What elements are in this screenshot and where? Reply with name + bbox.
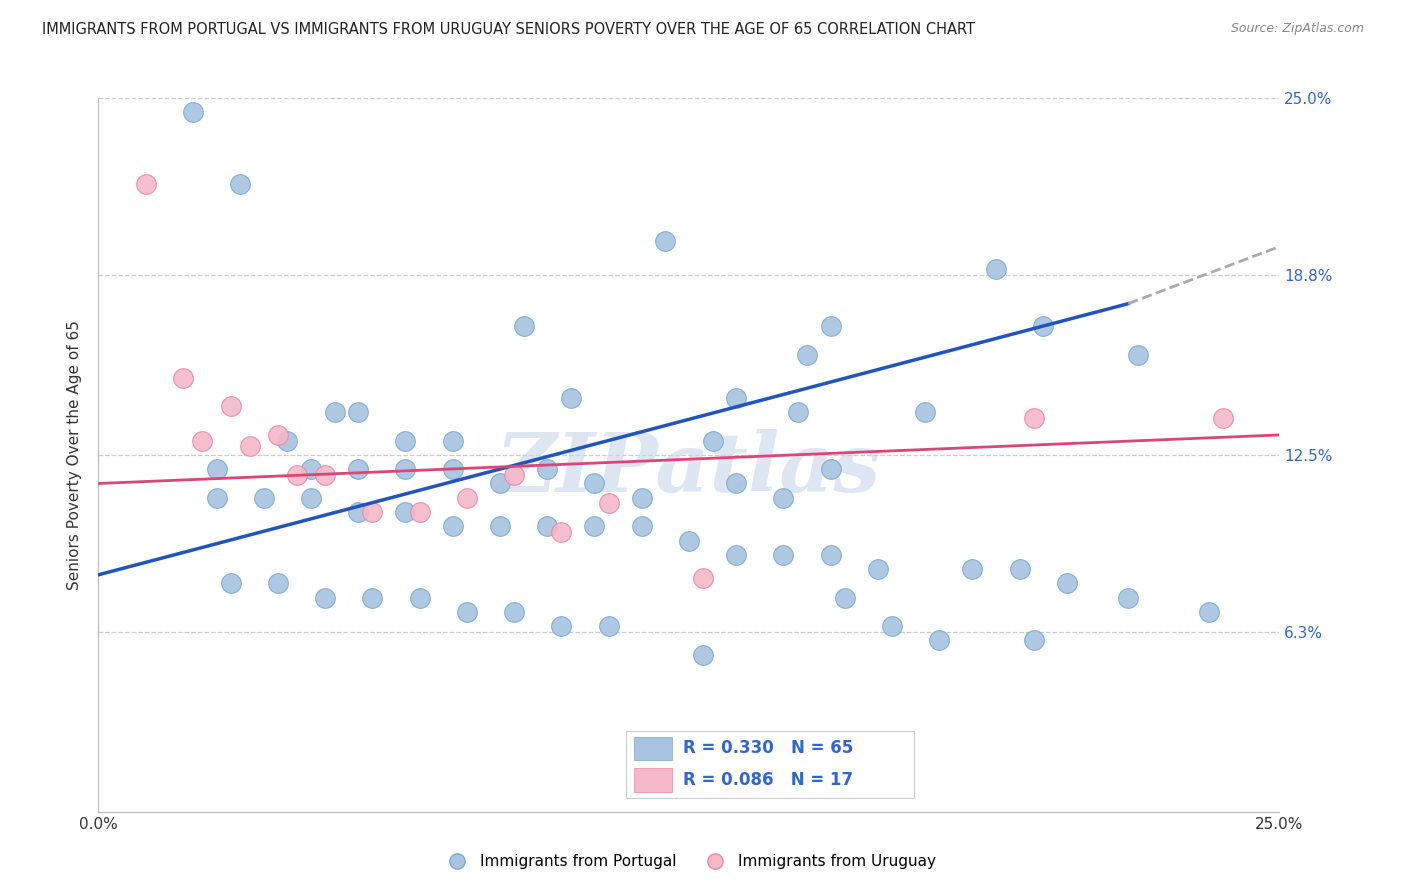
Point bbox=[181, 105, 204, 120]
Point bbox=[630, 519, 652, 533]
Point bbox=[678, 533, 700, 548]
Point bbox=[560, 391, 582, 405]
Point bbox=[820, 319, 842, 334]
Point bbox=[598, 496, 620, 510]
Point bbox=[347, 505, 370, 519]
Point bbox=[928, 633, 950, 648]
Legend: Immigrants from Portugal, Immigrants from Uruguay: Immigrants from Portugal, Immigrants fro… bbox=[436, 848, 942, 875]
Point bbox=[314, 467, 336, 482]
Point bbox=[796, 348, 818, 362]
Point bbox=[456, 605, 478, 619]
FancyBboxPatch shape bbox=[634, 768, 672, 792]
Point bbox=[834, 591, 856, 605]
Point bbox=[1008, 562, 1031, 576]
Point bbox=[1032, 319, 1054, 334]
Point bbox=[267, 428, 290, 442]
Point bbox=[1212, 410, 1234, 425]
Point bbox=[276, 434, 298, 448]
Point bbox=[1022, 633, 1045, 648]
Point bbox=[725, 476, 748, 491]
Point bbox=[692, 648, 714, 662]
Point bbox=[786, 405, 808, 419]
Point bbox=[1198, 605, 1220, 619]
Point bbox=[441, 434, 464, 448]
Point bbox=[408, 591, 430, 605]
Point bbox=[299, 462, 322, 476]
Point bbox=[489, 519, 512, 533]
Point bbox=[489, 476, 512, 491]
Point bbox=[347, 405, 370, 419]
Text: R = 0.086   N = 17: R = 0.086 N = 17 bbox=[683, 771, 853, 789]
Point bbox=[394, 505, 416, 519]
Point bbox=[512, 319, 534, 334]
Point bbox=[394, 434, 416, 448]
Point bbox=[1126, 348, 1149, 362]
Point bbox=[725, 391, 748, 405]
Text: ZIPatlas: ZIPatlas bbox=[496, 429, 882, 509]
Point bbox=[654, 234, 676, 248]
Point bbox=[772, 491, 794, 505]
Point bbox=[583, 519, 606, 533]
Point bbox=[984, 262, 1007, 277]
Point bbox=[267, 576, 290, 591]
Point bbox=[441, 462, 464, 476]
Point bbox=[347, 462, 370, 476]
Point bbox=[456, 491, 478, 505]
Point bbox=[550, 619, 572, 633]
Point bbox=[135, 177, 157, 191]
Point bbox=[441, 519, 464, 533]
Point bbox=[219, 576, 242, 591]
Point bbox=[503, 467, 526, 482]
Point bbox=[550, 524, 572, 539]
Text: R = 0.330   N = 65: R = 0.330 N = 65 bbox=[683, 739, 853, 757]
Point bbox=[630, 491, 652, 505]
Point bbox=[205, 462, 228, 476]
Point bbox=[191, 434, 214, 448]
Point bbox=[772, 548, 794, 562]
Point bbox=[408, 505, 430, 519]
Point bbox=[880, 619, 903, 633]
Point bbox=[394, 462, 416, 476]
Point bbox=[323, 405, 346, 419]
Point bbox=[725, 548, 748, 562]
Point bbox=[229, 177, 252, 191]
Point bbox=[820, 548, 842, 562]
Point bbox=[583, 476, 606, 491]
Point bbox=[1056, 576, 1078, 591]
Y-axis label: Seniors Poverty Over the Age of 65: Seniors Poverty Over the Age of 65 bbox=[67, 320, 83, 590]
Point bbox=[962, 562, 984, 576]
Point bbox=[253, 491, 276, 505]
Point bbox=[866, 562, 889, 576]
Point bbox=[285, 467, 308, 482]
Point bbox=[361, 591, 384, 605]
Point bbox=[239, 439, 262, 453]
Text: Source: ZipAtlas.com: Source: ZipAtlas.com bbox=[1230, 22, 1364, 36]
Point bbox=[598, 619, 620, 633]
Point bbox=[219, 400, 242, 414]
Point bbox=[536, 519, 558, 533]
FancyBboxPatch shape bbox=[634, 737, 672, 760]
Point bbox=[299, 491, 322, 505]
Point bbox=[692, 571, 714, 585]
Point bbox=[536, 462, 558, 476]
Point bbox=[1022, 410, 1045, 425]
Point bbox=[820, 462, 842, 476]
Point bbox=[503, 605, 526, 619]
Point bbox=[702, 434, 724, 448]
Text: IMMIGRANTS FROM PORTUGAL VS IMMIGRANTS FROM URUGUAY SENIORS POVERTY OVER THE AGE: IMMIGRANTS FROM PORTUGAL VS IMMIGRANTS F… bbox=[42, 22, 976, 37]
Point bbox=[361, 505, 384, 519]
Point bbox=[172, 371, 194, 385]
Point bbox=[205, 491, 228, 505]
Point bbox=[1116, 591, 1139, 605]
Point bbox=[314, 591, 336, 605]
Point bbox=[914, 405, 936, 419]
